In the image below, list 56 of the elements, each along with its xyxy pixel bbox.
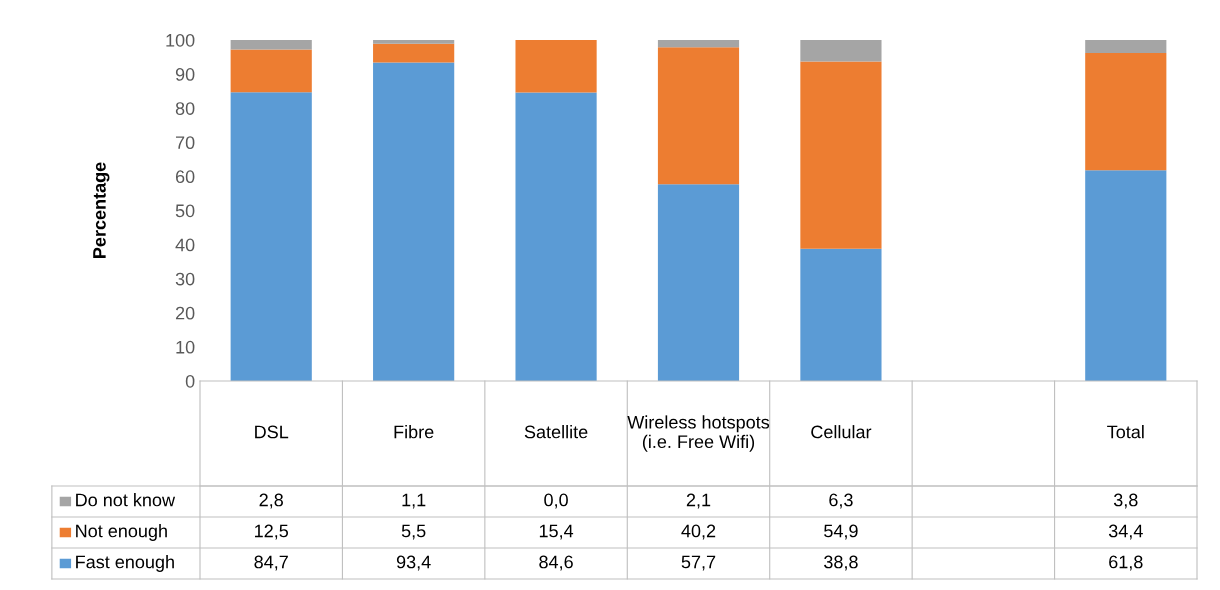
bar <box>657 184 740 381</box>
bar <box>800 61 882 249</box>
bar <box>230 49 312 93</box>
y-tick-label: 60 <box>175 170 195 184</box>
x-tick-label: Total <box>1107 425 1144 439</box>
bar <box>800 248 882 381</box>
x-tick-label: Cellular <box>811 425 872 439</box>
y-tick-label: 80 <box>175 102 195 115</box>
data-label: 2,1 <box>686 493 711 509</box>
bar <box>373 43 455 63</box>
bar <box>657 40 740 48</box>
data-label: 57,7 <box>681 555 716 571</box>
data-label: 6,3 <box>829 493 853 509</box>
data-label: 34,4 <box>1108 524 1143 540</box>
bar <box>373 62 455 381</box>
y-tick-label: 30 <box>175 272 195 286</box>
y-tick-label: 50 <box>175 204 195 218</box>
data-label: 38,8 <box>824 555 858 571</box>
data-label: 93,4 <box>396 555 431 571</box>
legend-label: Fast enough <box>76 555 174 572</box>
y-tick-label: 20 <box>175 306 195 320</box>
bar <box>800 40 882 62</box>
x-tick-label: Wireless hotspots (i.e. Free Wifi) <box>627 415 770 452</box>
bar <box>1085 40 1167 53</box>
bar <box>515 40 597 93</box>
y-tick-label: 10 <box>176 340 195 354</box>
bar <box>1085 52 1167 171</box>
bar <box>657 47 740 185</box>
data-label: 84,6 <box>539 555 573 571</box>
y-tick-label: 40 <box>175 238 195 252</box>
data-label: 54,9 <box>824 524 858 540</box>
x-tick-label: Satellite <box>524 425 588 439</box>
bar <box>515 92 597 381</box>
data-label: 61,8 <box>1109 555 1143 571</box>
bar <box>230 92 312 381</box>
x-tick-label: DSL <box>255 425 289 439</box>
y-tick-label: 90 <box>175 68 195 81</box>
data-label: 5,5 <box>401 524 426 540</box>
y-axis-title: Percentage <box>93 162 110 258</box>
legend-label: Not enough <box>76 524 167 541</box>
data-label: 0,0 <box>544 493 568 509</box>
y-tick-label: 100 <box>166 33 195 47</box>
y-tick-label: 0 <box>185 374 195 388</box>
data-label: 40,2 <box>681 524 716 540</box>
bar <box>373 40 455 44</box>
data-label: 3,8 <box>1113 493 1138 509</box>
data-label: 84,7 <box>254 555 288 571</box>
data-label: 2,8 <box>259 493 283 509</box>
data-label: 12,5 <box>255 524 289 540</box>
bar <box>1085 170 1167 381</box>
y-tick-label: 70 <box>175 136 195 150</box>
bar <box>230 40 312 50</box>
data-label: 1,1 <box>402 493 426 509</box>
data-label: 15,4 <box>539 524 574 540</box>
x-tick-label: Fibre <box>394 425 434 439</box>
legend-label: Do not know <box>76 493 176 507</box>
